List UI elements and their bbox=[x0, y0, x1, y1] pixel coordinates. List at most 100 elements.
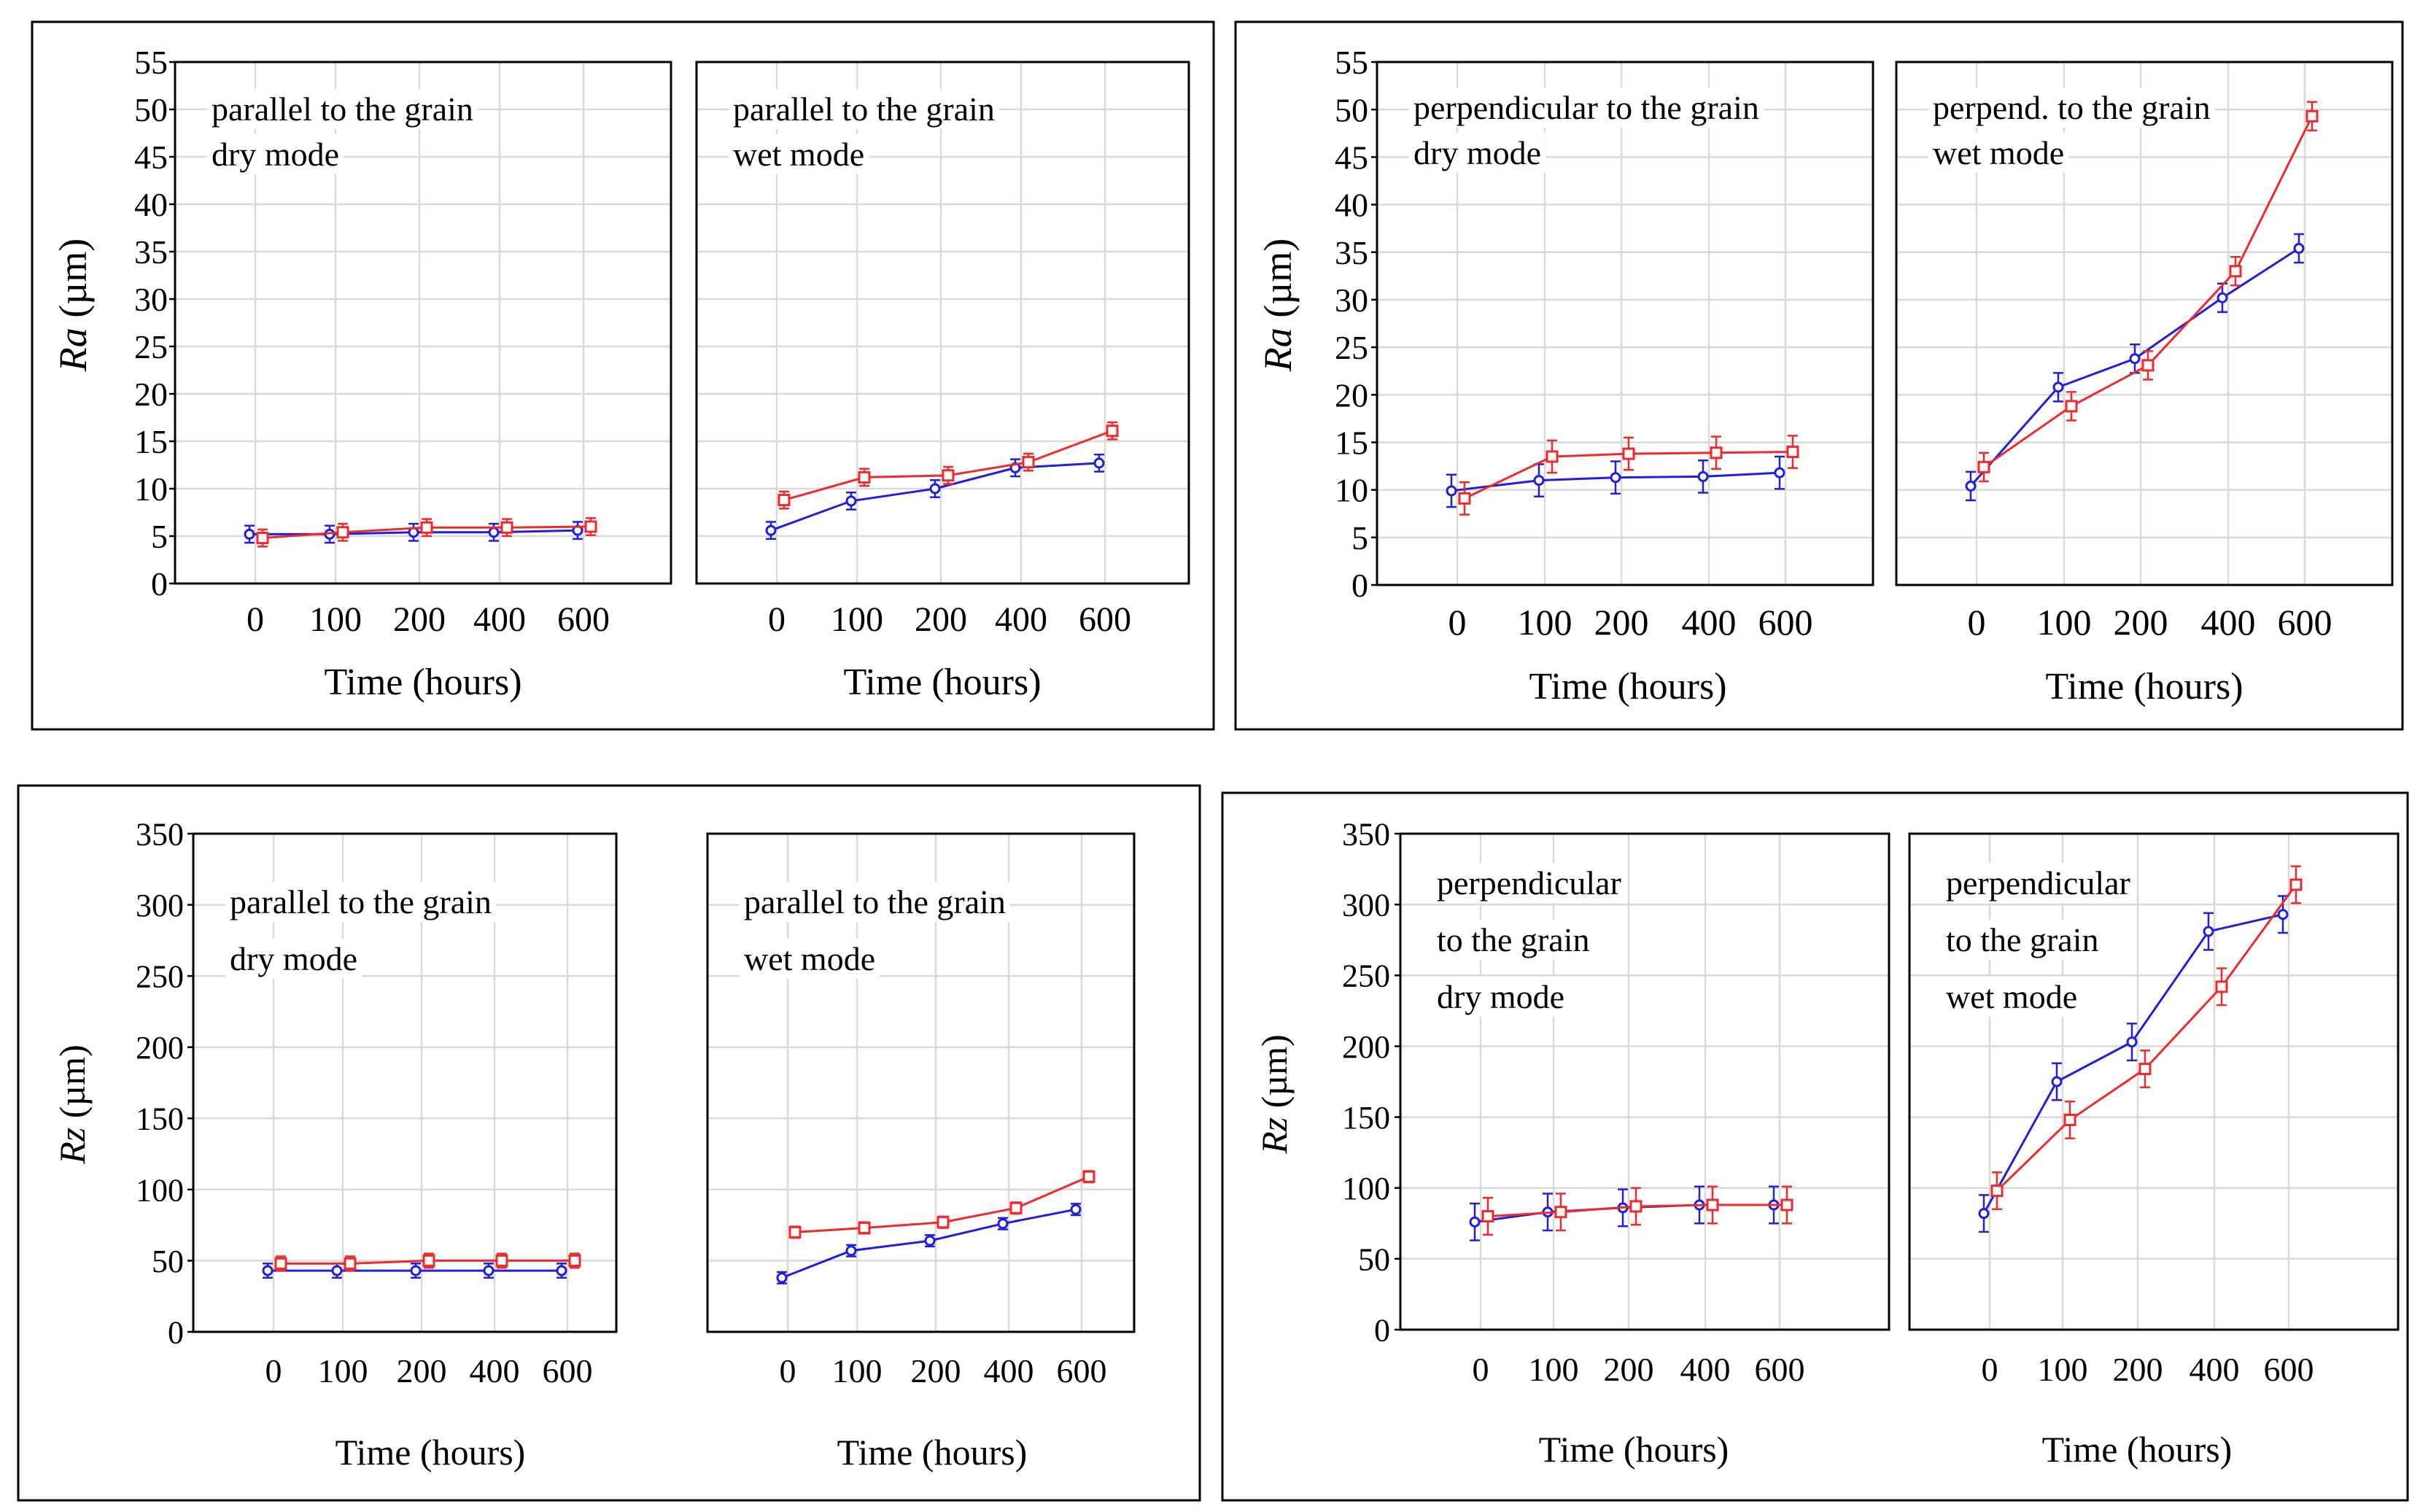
y-tick-label: 5 bbox=[151, 518, 168, 555]
x-tick-label: 100 bbox=[1518, 602, 1572, 643]
x-tick-label: 0 bbox=[1448, 602, 1467, 643]
series-red-point bbox=[858, 470, 871, 484]
x-tick-label: 200 bbox=[911, 1352, 961, 1389]
y-axis-unit: (µm) bbox=[1256, 239, 1300, 328]
series-blue-point bbox=[1093, 457, 1105, 469]
series-blue-point bbox=[483, 1265, 495, 1276]
y-tick-label: 25 bbox=[134, 328, 168, 365]
plot-frame bbox=[695, 61, 1190, 585]
y-tick-label: 300 bbox=[136, 888, 184, 923]
plot-frame bbox=[1376, 61, 1874, 586]
x-tick-label: 100 bbox=[1529, 1351, 1579, 1388]
series-blue-point bbox=[2051, 1076, 2063, 1088]
series-red-point bbox=[1546, 450, 1559, 463]
y-tick-label: 200 bbox=[1342, 1029, 1390, 1065]
annotation-background bbox=[1942, 977, 2082, 1017]
x-tick-label: 600 bbox=[2264, 1351, 2314, 1388]
series-red-point bbox=[422, 1254, 435, 1267]
y-tick-label: 350 bbox=[136, 816, 184, 852]
x-tick-label: 600 bbox=[1758, 602, 1813, 643]
series-red-point bbox=[1458, 492, 1471, 505]
annotation-background bbox=[1409, 88, 1764, 128]
panel-annotation: perpendicular bbox=[1946, 864, 2130, 902]
y-tick-label: 250 bbox=[1342, 958, 1390, 994]
series-red-point bbox=[584, 520, 597, 533]
x-tick-label: 600 bbox=[557, 600, 610, 639]
x-tick-label: 100 bbox=[309, 600, 362, 639]
x-tick-label: 600 bbox=[2278, 602, 2332, 643]
series-blue-point bbox=[1469, 1216, 1481, 1228]
series-red-point bbox=[1082, 1170, 1095, 1183]
annotation-background bbox=[1432, 863, 1626, 903]
series-red-point bbox=[2289, 878, 2303, 891]
panel-annotation: dry mode bbox=[212, 136, 339, 173]
series-red-point bbox=[936, 1216, 950, 1229]
series-red-point bbox=[2215, 980, 2228, 993]
y-tick-label: 250 bbox=[136, 959, 184, 995]
series-red-point bbox=[1780, 1198, 1793, 1211]
panel-annotation: parallel to the grain bbox=[212, 90, 473, 128]
annotation-background bbox=[1409, 133, 1546, 173]
y-tick-label: 45 bbox=[134, 139, 168, 176]
series-blue-point bbox=[2052, 381, 2064, 393]
series-blue-point bbox=[1533, 475, 1545, 486]
x-axis-label: Time (hours) bbox=[1539, 1429, 1729, 1470]
series-blue-point bbox=[2277, 909, 2289, 920]
series-blue-point bbox=[2293, 243, 2305, 255]
series-red-point bbox=[1629, 1200, 1643, 1213]
series-red-point bbox=[1990, 1185, 2004, 1198]
plot-frame bbox=[1895, 61, 2394, 586]
y-tick-label: 30 bbox=[134, 281, 168, 318]
series-blue-point bbox=[1610, 472, 1621, 484]
y-axis-symbol: Rz bbox=[52, 1128, 93, 1165]
y-tick-label: 150 bbox=[136, 1101, 184, 1137]
group-frame-top-right bbox=[1234, 20, 2404, 731]
y-tick-label: 20 bbox=[134, 376, 168, 413]
annotation-background bbox=[740, 939, 880, 979]
y-axis-label: Rz (µm) bbox=[52, 1044, 93, 1165]
x-tick-label: 600 bbox=[543, 1352, 593, 1389]
annotation-background bbox=[207, 89, 478, 129]
x-tick-label: 200 bbox=[2114, 602, 2168, 643]
annotation-background bbox=[1942, 920, 2103, 960]
x-tick-label: 100 bbox=[831, 600, 883, 639]
y-tick-label: 55 bbox=[1335, 44, 1368, 81]
series-blue-point bbox=[845, 1245, 857, 1257]
y-tick-label: 100 bbox=[1342, 1171, 1390, 1206]
series-blue-point bbox=[2126, 1036, 2138, 1048]
annotation-background bbox=[1928, 133, 2069, 173]
y-tick-label: 15 bbox=[1335, 424, 1368, 462]
series-blue-point bbox=[1774, 467, 1785, 478]
y-tick-label: 100 bbox=[136, 1172, 184, 1208]
x-axis-label: Time (hours) bbox=[336, 1432, 526, 1473]
series-blue-point bbox=[488, 527, 500, 538]
x-tick-label: 400 bbox=[473, 600, 526, 639]
x-tick-label: 100 bbox=[832, 1352, 883, 1389]
y-axis-label: Rz (µm) bbox=[1254, 1034, 1295, 1155]
panel-annotation: to the grain bbox=[1437, 921, 1590, 958]
plot-frame bbox=[174, 61, 672, 585]
chart-panel: parallel to the grain wet mode 0 100 200 400 6… bbox=[706, 832, 1136, 1389]
y-tick-label: 50 bbox=[152, 1244, 184, 1279]
y-tick-label: 30 bbox=[1335, 282, 1368, 319]
series-red-point bbox=[2138, 1063, 2152, 1076]
x-tick-label: 400 bbox=[995, 600, 1047, 639]
series-blue-point bbox=[331, 1265, 343, 1276]
y-tick-label: 10 bbox=[134, 470, 168, 508]
x-tick-label: 0 bbox=[1473, 1351, 1489, 1388]
series-red-point bbox=[1786, 445, 1799, 458]
panel-annotation: perpendicular bbox=[1437, 864, 1621, 902]
x-tick-label: 100 bbox=[318, 1352, 368, 1389]
y-tick-label: 15 bbox=[134, 423, 168, 460]
series-red-point bbox=[568, 1254, 581, 1267]
series-red-point bbox=[274, 1257, 287, 1270]
y-tick-label: 25 bbox=[1335, 329, 1368, 366]
x-tick-label: 400 bbox=[1682, 602, 1737, 643]
x-tick-label: 0 bbox=[768, 600, 786, 639]
series-red-point bbox=[1106, 424, 1119, 438]
x-axis-label: Time (hours) bbox=[1529, 666, 1726, 707]
series-blue-point bbox=[1697, 470, 1709, 482]
annotation-background bbox=[729, 89, 999, 129]
chart-panel: parallel to the grain dry mode 0 5 10 15 20 25 3… bbox=[134, 44, 672, 639]
y-tick-label: 0 bbox=[1351, 567, 1368, 604]
